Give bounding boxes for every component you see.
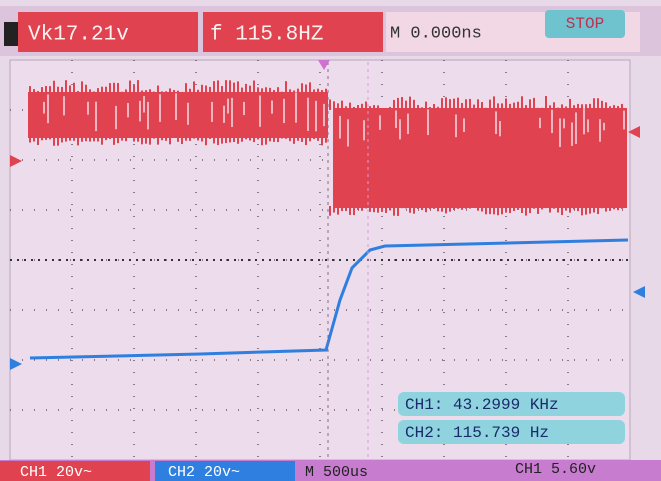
stop-label: STOP (566, 15, 604, 33)
ch2-measure-box (398, 420, 625, 444)
ch2-level-marker (633, 286, 645, 298)
voltage-readout: Vk17.21v (28, 24, 129, 47)
ch1-band (28, 92, 328, 138)
ch1-band (333, 108, 627, 208)
ch1-trace (28, 80, 627, 216)
ch2-trace (29, 238, 629, 360)
ch1-level-marker (628, 126, 640, 138)
frequency-box (203, 12, 383, 52)
frequency-readout: f 115.8HZ (210, 24, 323, 47)
ch1-marker (10, 155, 22, 167)
battery-icon (4, 22, 18, 46)
trigger-level: CH1 5.60v (515, 461, 596, 478)
stop-button[interactable] (545, 10, 625, 38)
ch1-measurement: CH1: 43.2999 KHz (405, 396, 559, 414)
trigger-marker (318, 60, 330, 70)
ch2-scale: CH2 20v~ (168, 464, 240, 481)
ch2-marker (10, 358, 22, 370)
ch2-measurement: CH2: 115.739 Hz (405, 424, 549, 442)
ch1-scale-box (0, 461, 150, 481)
voltage-box (18, 12, 198, 52)
timebase-readout: M 0.000ns (390, 24, 482, 43)
time-scale: M 500us (305, 464, 368, 481)
ch1-scale: CH1 20v~ (20, 464, 92, 481)
ch1-measure-box (398, 392, 625, 416)
ch2-scale-box (155, 461, 295, 481)
